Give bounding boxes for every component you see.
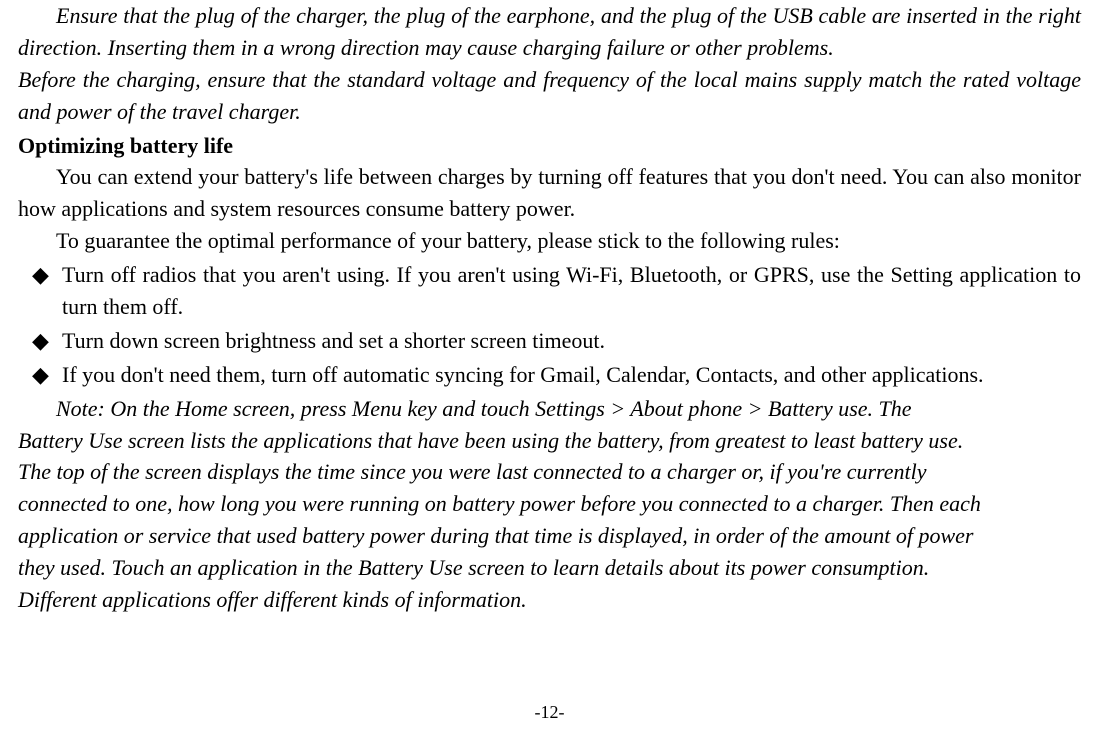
warning-line-1: Ensure that the plug of the charger, the… — [18, 0, 1081, 64]
bullet-item: If you don't need them, turn off automat… — [18, 359, 1081, 391]
warning-line-2: Before the charging, ensure that the sta… — [18, 64, 1081, 128]
document-page: Ensure that the plug of the charger, the… — [0, 0, 1099, 616]
bullet-list: Turn off radios that you aren't using. I… — [18, 259, 1081, 391]
bullet-item: Turn down screen brightness and set a sh… — [18, 325, 1081, 357]
page-number: -12- — [0, 702, 1099, 723]
note-line-1: Note: On the Home screen, press Menu key… — [18, 393, 1081, 425]
note-line-3: The top of the screen displays the time … — [18, 456, 1081, 488]
heading-optimizing-battery: Optimizing battery life — [18, 130, 1081, 162]
note-line-7: Different applications offer different k… — [18, 584, 1081, 616]
note-line-5: application or service that used battery… — [18, 520, 1081, 552]
intro-para-1: You can extend your battery's life betwe… — [18, 161, 1081, 225]
note-line-4: connected to one, how long you were runn… — [18, 488, 1081, 520]
note-line-6: they used. Touch an application in the B… — [18, 552, 1081, 584]
note-line-2: Battery Use screen lists the application… — [18, 425, 1081, 457]
bullet-item: Turn off radios that you aren't using. I… — [18, 259, 1081, 323]
intro-para-2: To guarantee the optimal performance of … — [18, 225, 1081, 257]
